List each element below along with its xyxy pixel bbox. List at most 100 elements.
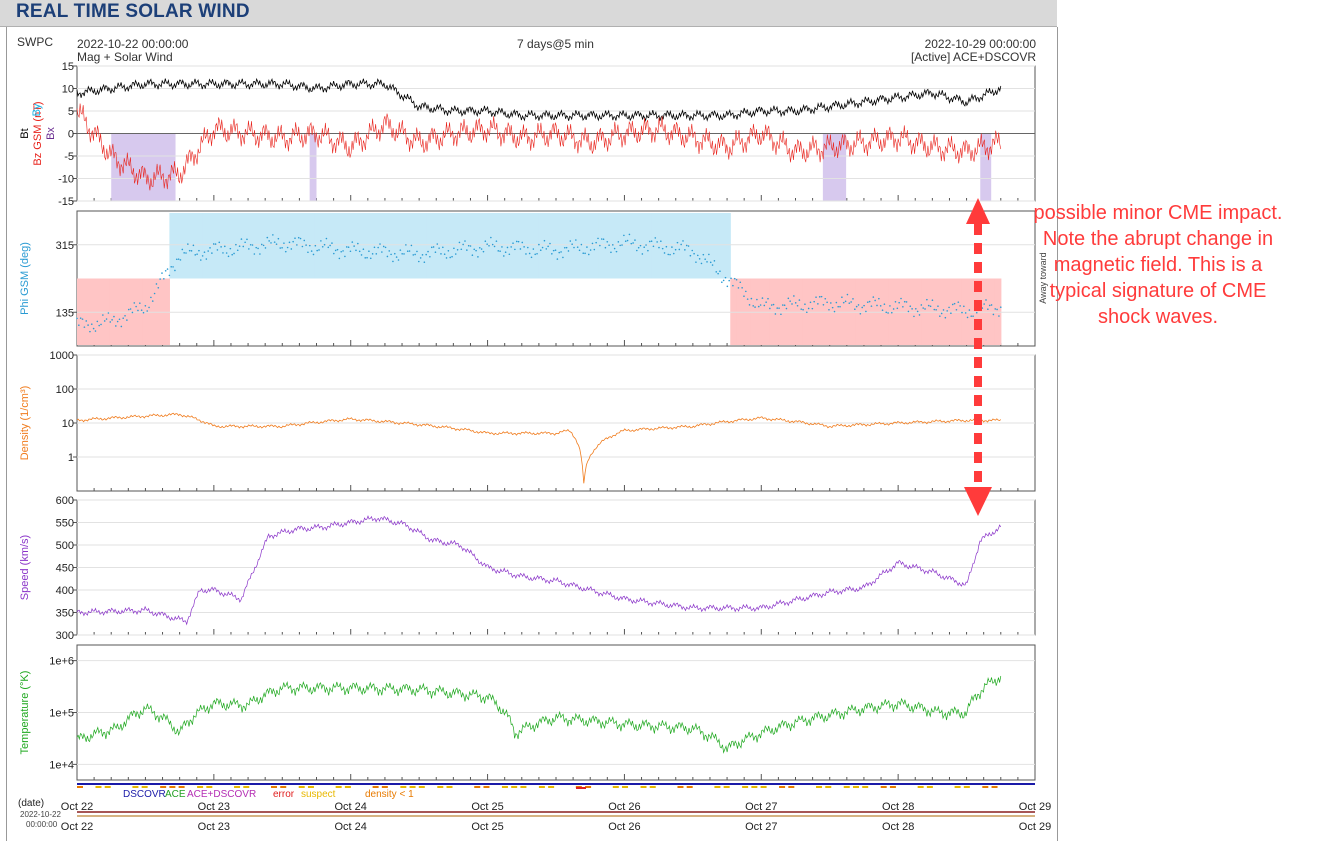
phi-point — [730, 277, 732, 280]
negative-bz-band — [309, 133, 317, 201]
phi-point — [102, 314, 104, 316]
phi-point — [911, 308, 913, 310]
phi-point — [872, 296, 875, 298]
phi-point — [665, 245, 668, 248]
phi-point — [610, 251, 612, 254]
density-series-line — [76, 412, 1002, 484]
phi-point — [286, 246, 289, 249]
end-time: 2022-10-29 00:00:00 — [924, 37, 1036, 51]
dashed-arrow-segment — [974, 319, 982, 330]
x-tick-label-bottom: Oct 26 — [608, 821, 640, 833]
phi-point — [551, 252, 553, 255]
phi-point — [569, 240, 572, 242]
phi-point — [996, 308, 998, 311]
phi-point — [709, 261, 712, 264]
phi-away-band — [439, 213, 448, 279]
x-tick-label-bottom: Oct 29 — [1019, 821, 1051, 833]
status-flag — [926, 786, 933, 788]
phi-point — [262, 244, 265, 247]
phi-away-band — [703, 213, 712, 279]
phi-point — [453, 247, 455, 250]
phi-away-band — [512, 213, 520, 279]
phi-point — [454, 253, 457, 255]
phi-point — [355, 249, 357, 252]
phi-away-band — [228, 213, 236, 279]
phi-point — [445, 257, 448, 259]
span-label: 7 days@5 min — [517, 37, 594, 51]
status-flag — [714, 786, 721, 788]
phi-point — [416, 250, 418, 253]
start-time: 2022-10-22 00:00:00 — [77, 37, 189, 51]
phi-point — [371, 253, 374, 255]
phi-point — [456, 248, 459, 251]
phi-point — [890, 311, 893, 314]
phi-point — [900, 297, 902, 300]
phi-point — [648, 240, 651, 243]
phi-point — [846, 293, 849, 296]
start-date-stamp: 2022-10-22 — [20, 810, 61, 819]
phi-point — [593, 248, 596, 251]
phi-point — [693, 252, 695, 255]
phi-point — [571, 243, 573, 245]
phi-point — [122, 317, 124, 320]
y-tick-label-4: 450 — [56, 563, 74, 575]
phi-point — [473, 248, 476, 251]
phi-point — [89, 330, 91, 333]
phi-point — [913, 315, 915, 318]
phi-point — [595, 241, 597, 244]
phi-point — [510, 246, 512, 248]
phi-point — [761, 297, 764, 299]
phi-point — [384, 246, 387, 249]
phi-away-band — [670, 213, 679, 279]
phi-away-band — [241, 213, 250, 279]
phi-point — [342, 250, 344, 252]
phi-point — [717, 272, 719, 275]
temperature-series-line — [76, 675, 1002, 754]
phi-point — [181, 248, 184, 251]
phi-point — [440, 253, 442, 255]
phi-point — [785, 307, 788, 310]
phi-point — [344, 255, 346, 258]
phi-away-band — [644, 213, 652, 279]
phi-away-band — [525, 213, 533, 279]
phi-point — [927, 304, 930, 307]
phi-point — [820, 295, 823, 298]
title-bar: REAL TIME SOLAR WIND — [0, 0, 1057, 27]
phi-point — [279, 247, 282, 249]
phi-point — [907, 310, 910, 313]
phi-point — [552, 249, 555, 252]
phi-point — [909, 305, 912, 308]
phi-away-band — [426, 213, 434, 279]
y-tick-label-4: 350 — [56, 608, 74, 620]
phi-point — [174, 269, 176, 272]
phi-point — [602, 238, 605, 241]
phi-away-band — [453, 213, 461, 279]
x-tick-label-bottom: Oct 22 — [61, 821, 93, 833]
phi-point — [349, 250, 352, 253]
subtitle: Mag + Solar Wind — [77, 50, 173, 64]
phi-point — [708, 253, 710, 256]
phi-point — [857, 304, 860, 306]
status-flag — [843, 786, 850, 788]
phi-point — [312, 253, 315, 256]
phi-point — [985, 299, 987, 301]
y-tick-label-3: 10 — [62, 418, 74, 430]
phi-point — [987, 308, 989, 310]
phi-away-band — [631, 213, 639, 279]
phi-point — [623, 234, 625, 237]
phi-point — [164, 269, 167, 272]
dashed-arrow-segment — [974, 433, 982, 444]
phi-point — [366, 256, 368, 259]
phi-away-band — [169, 213, 177, 279]
phi-point — [151, 300, 154, 302]
phi-point — [689, 254, 692, 257]
phi-point — [142, 311, 145, 314]
y-tick-label-3: 1000 — [50, 350, 74, 362]
phi-point — [320, 240, 322, 242]
phi-point — [253, 253, 256, 255]
phi-point — [220, 246, 222, 248]
phi-point — [499, 250, 501, 252]
status-flag — [483, 786, 490, 788]
phi-point — [203, 251, 206, 253]
phi-point — [358, 250, 361, 253]
